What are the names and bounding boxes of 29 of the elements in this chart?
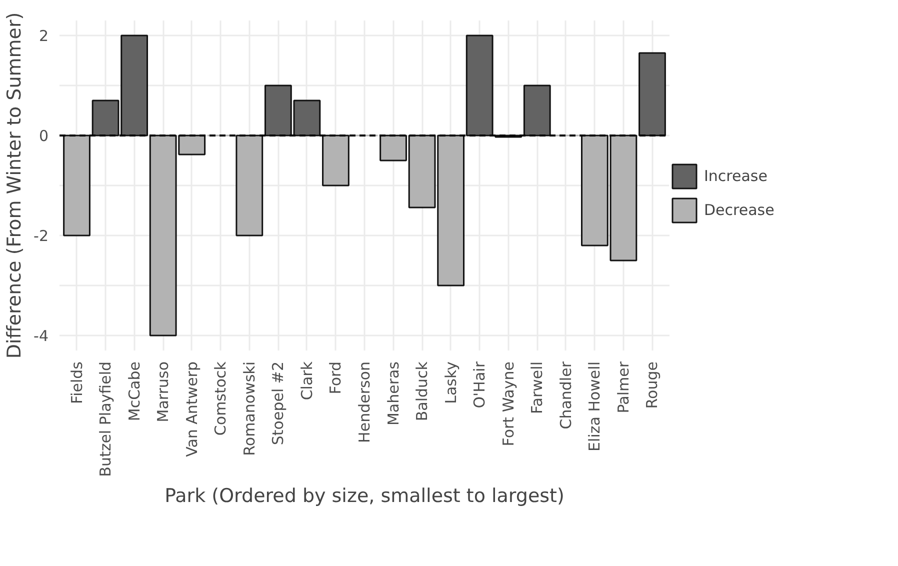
x-tick-label: Fort Wayne: [499, 362, 518, 446]
x-tick-label: Chandler: [556, 360, 575, 430]
x-tick-label: Ford: [326, 361, 345, 394]
x-tick-label: Balduck: [413, 361, 432, 422]
legend-label: Decrease: [704, 201, 774, 219]
x-tick-label: Farwell: [528, 361, 546, 414]
x-tick-label: Palmer: [614, 360, 632, 414]
x-tick-label: Van Antwerp: [182, 361, 201, 457]
x-axis-title: Park (Ordered by size, smallest to largest): [164, 484, 564, 507]
x-tick-label: Comstock: [212, 361, 230, 436]
x-tick-label: Romanowski: [240, 361, 258, 456]
x-tick-label: Marruso: [154, 362, 172, 422]
y-tick-label: 2: [38, 27, 49, 45]
x-tick-label: Eliza Howell: [586, 361, 604, 452]
x-tick-label: McCabe: [125, 361, 144, 422]
x-tick-label: Fields: [68, 361, 86, 404]
x-tick-label: Henderson: [356, 361, 374, 443]
x-tick-label: Butzel Playfield: [96, 361, 115, 477]
x-tick-label: O'Hair: [470, 360, 489, 408]
y-tick-label: -2: [34, 227, 49, 245]
x-tick-label: Rouge: [643, 361, 662, 409]
x-tick-label: Clark: [298, 361, 316, 400]
x-tick-label: Maheras: [384, 361, 402, 426]
legend-label: Increase: [704, 167, 768, 185]
x-tick-label: Lasky: [442, 361, 460, 404]
y-tick-label: -4: [34, 327, 49, 345]
x-tick-label: Stoepel #2: [269, 361, 288, 446]
y-tick-label: 0: [38, 127, 49, 145]
y-axis-title: Difference (From Winter to Summer): [4, 12, 26, 359]
